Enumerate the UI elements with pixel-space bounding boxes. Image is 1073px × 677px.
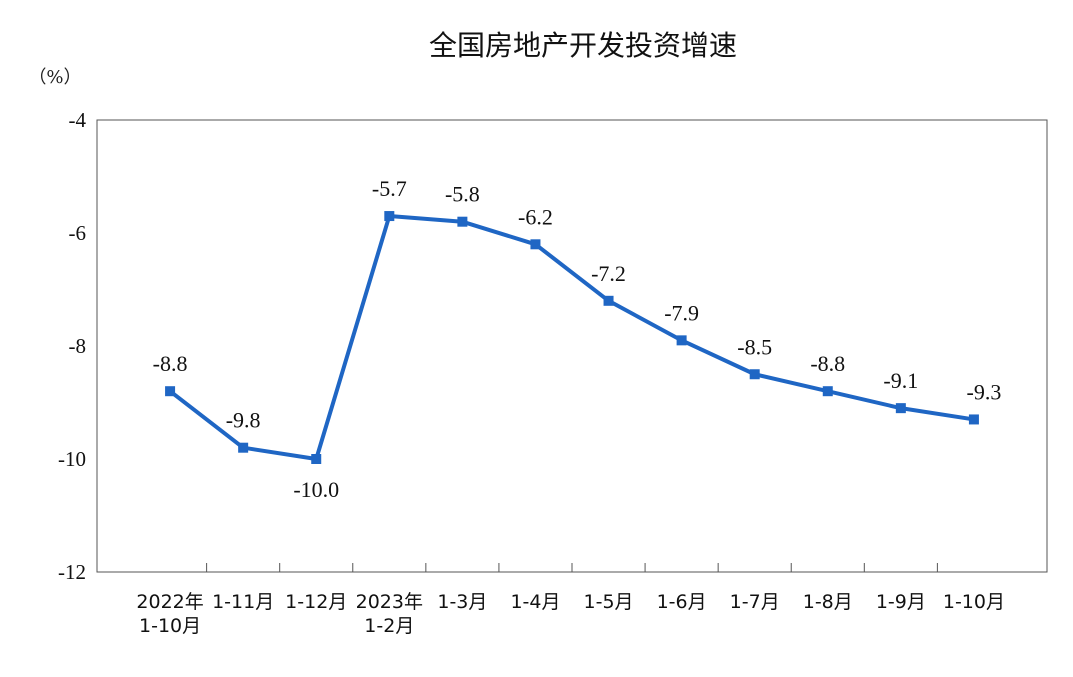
x-tick-label: 1-8月 <box>803 591 853 613</box>
x-tick-label-line: 1-12月 <box>285 591 347 613</box>
data-point <box>165 386 176 397</box>
y-tick-label: -10 <box>58 447 86 471</box>
x-tick-label-line: 1-5月 <box>584 591 634 613</box>
data-points <box>165 211 979 464</box>
x-tick-label-line: 1-9月 <box>876 591 926 613</box>
x-tick-label: 1-10月 <box>943 591 1005 613</box>
data-label: -7.9 <box>664 300 699 325</box>
data-point <box>968 414 979 425</box>
series-line <box>168 214 975 461</box>
x-tick-label-line: 1-2月 <box>364 615 414 637</box>
data-point <box>676 335 687 346</box>
y-tick-label: -4 <box>69 108 87 132</box>
y-tick-label: -8 <box>69 334 87 358</box>
x-tick-label: 1-7月 <box>730 591 780 613</box>
x-tick-label: 1-4月 <box>510 591 560 613</box>
data-label: -10.0 <box>293 477 339 502</box>
data-point <box>238 442 249 453</box>
x-tick-label: 1-3月 <box>437 591 487 613</box>
y-axis-unit: （%） <box>28 67 81 88</box>
data-point <box>603 295 614 306</box>
data-point <box>749 369 760 380</box>
x-tick-label-line: 1-10月 <box>139 615 201 637</box>
x-tick-label-line: 1-7月 <box>730 591 780 613</box>
data-label: -8.8 <box>810 351 845 376</box>
x-axis-ticks <box>206 563 938 572</box>
y-tick-label: -6 <box>69 221 87 245</box>
data-label: -9.3 <box>967 379 1002 404</box>
y-axis-ticks: -4 -6 -8 -10 -12 <box>58 108 86 584</box>
data-label: -7.2 <box>591 261 626 286</box>
x-tick-label: 1-11月 <box>212 591 274 613</box>
data-label: -6.2 <box>518 204 553 229</box>
x-tick-label-line: 1-4月 <box>510 591 560 613</box>
x-tick-label: 1-5月 <box>584 591 634 613</box>
data-labels: -8.8 -9.8 -10.0 -5.7 -5.8 -6.2 -7.2 -7.9 -8.5 -8.… <box>153 176 1002 502</box>
x-tick-label: 1-9月 <box>876 591 926 613</box>
data-point <box>822 386 833 397</box>
data-label: -5.8 <box>445 182 480 207</box>
x-tick-label-line: 1-11月 <box>212 591 274 613</box>
x-tick-label-line: 2023年 <box>356 591 423 613</box>
x-tick-label-line: 1-10月 <box>943 591 1005 613</box>
x-tick-label: 1-12月 <box>285 591 347 613</box>
data-label: -9.8 <box>226 408 261 433</box>
data-label: -8.5 <box>737 334 772 359</box>
data-point <box>895 403 906 414</box>
data-point <box>384 211 395 222</box>
data-point <box>311 454 322 464</box>
x-tick-label-line: 1-6月 <box>657 591 707 613</box>
data-point <box>530 239 541 250</box>
plot-frame <box>96 119 1048 573</box>
x-tick-label-line: 1-8月 <box>803 591 853 613</box>
data-label: -5.7 <box>372 176 407 201</box>
data-label: -8.8 <box>153 351 188 376</box>
data-point <box>457 216 468 227</box>
data-label: -9.1 <box>883 368 918 393</box>
x-tick-label-line: 1-3月 <box>437 591 487 613</box>
x-tick-label: 1-6月 <box>657 591 707 613</box>
x-tick-label-line: 2022年 <box>136 591 203 613</box>
chart-title: 全国房地产开发投资增速 <box>429 29 737 62</box>
y-tick-label: -12 <box>58 560 86 584</box>
